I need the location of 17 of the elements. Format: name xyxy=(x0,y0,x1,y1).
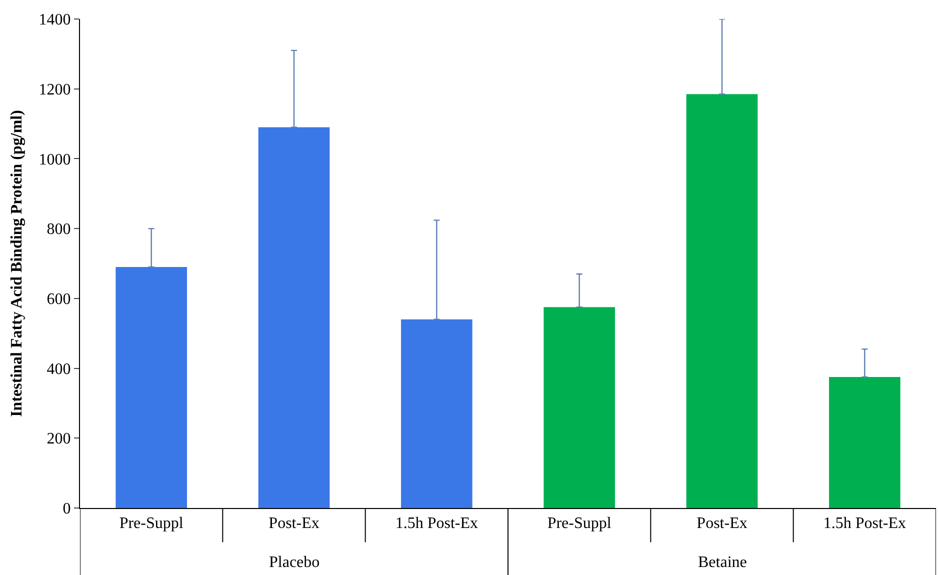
y-tick-label: 0 xyxy=(62,500,71,518)
text: Betaine xyxy=(698,554,747,571)
y-tick-label: 200 xyxy=(46,430,71,448)
y-tick-label: 400 xyxy=(46,360,71,378)
y-tick-label: 800 xyxy=(46,221,71,238)
x-tick-label: 1.5h Post-Ex xyxy=(395,515,478,532)
y-axis-title: Intestinal Fatty Acid Binding Protein (pg/ml) xyxy=(8,110,26,417)
x-tick-label: Pre-Suppl xyxy=(119,515,184,532)
text: Placebo xyxy=(269,554,320,571)
y-tick-label: 1200 xyxy=(38,81,71,98)
x-tick-label: 1.5h Post-Ex xyxy=(823,515,906,532)
y-tick-label: 1000 xyxy=(38,151,71,168)
x-tick-label: Post-Ex xyxy=(268,515,320,532)
y-tick-label: 1400 xyxy=(38,12,71,29)
y-tick-label: 600 xyxy=(46,291,71,308)
x-tick-label: Pre-Suppl xyxy=(547,515,612,532)
x-tick-label: Post-Ex xyxy=(696,515,748,532)
